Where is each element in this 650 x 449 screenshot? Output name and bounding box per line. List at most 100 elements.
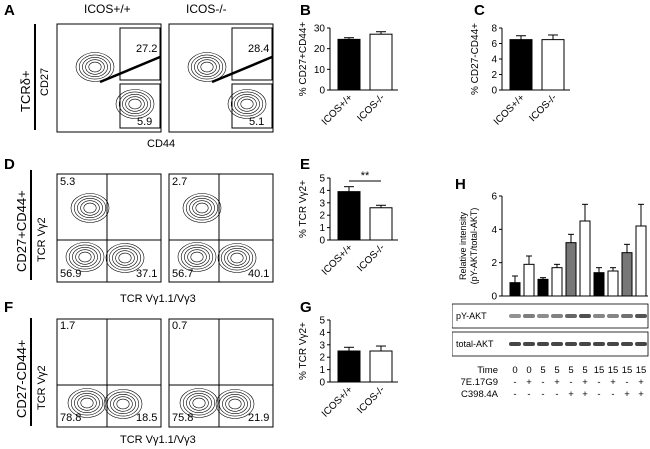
panel-h: 0 2 4 6 Relative intensity (pY-AKT/total-AKT)…	[452, 192, 649, 400]
flow-panel-d	[56, 173, 274, 283]
row-label-f: CD27-CD44+	[14, 339, 29, 418]
blot-band	[593, 342, 605, 346]
f-ylabel: TCR Vγ2	[36, 365, 48, 410]
panel-letter-f: F	[4, 299, 14, 316]
contour-cluster	[75, 52, 115, 82]
quadrant-value: 56.7	[172, 268, 194, 280]
blot-band	[523, 342, 535, 346]
condition-cell: 5	[568, 365, 573, 376]
y-tick-label: 8	[491, 24, 497, 35]
quadrant-value: 37.1	[136, 268, 158, 280]
y-tick-label: 2	[319, 353, 325, 364]
y-tick-label: 0	[319, 378, 325, 389]
row-label-tcrd: TCRδ+	[18, 70, 33, 112]
row-label-d: CD27+CD44+	[14, 190, 29, 272]
y-axis-label: Relative intensity	[458, 211, 468, 280]
condition-cell: +	[582, 377, 588, 388]
row-bracket-f	[30, 318, 32, 426]
genotype-label-ko: ICOS-/-	[186, 2, 227, 16]
blot-band	[635, 314, 647, 318]
bar	[565, 242, 577, 297]
condition-row-label: C398.4A	[461, 389, 499, 400]
contour-cluster	[103, 389, 143, 419]
y-axis-label: % TCR Vγ2+	[298, 180, 309, 238]
y-tick-label: 0	[319, 236, 325, 247]
flow-plot-f-wt	[56, 318, 162, 428]
bar	[369, 33, 393, 91]
x-tick-label: ICOS-/-	[355, 242, 387, 274]
bar	[541, 39, 565, 91]
quadrant-value: 2.7	[172, 176, 188, 188]
x-tick-label: ICOS-/-	[355, 384, 387, 416]
blot-band	[523, 314, 535, 318]
bar	[337, 350, 361, 383]
bar	[337, 38, 361, 91]
flow-plot-d-ko	[168, 173, 274, 283]
panel-letter-c: C	[474, 2, 485, 19]
panel-letter-h: H	[455, 176, 466, 193]
quadrant-value: 1.7	[60, 320, 76, 332]
panel-letter-d: D	[4, 156, 15, 173]
condition-cell: -	[541, 389, 544, 400]
bar	[337, 191, 361, 241]
bar-chart-e: 0 12 345 % TCR Vγ2+ ICOS+/+ ICOS-/- **	[298, 170, 398, 278]
condition-cell: -	[625, 377, 628, 388]
condition-cell: +	[568, 389, 574, 400]
contour-cluster	[115, 89, 155, 119]
quadrant-value: 21.9	[248, 412, 270, 424]
flow-plot-a-ko	[168, 23, 274, 133]
a-ylabel: CD27	[39, 67, 51, 96]
panel-letter-a: A	[4, 2, 15, 19]
y-tick-label: 10	[314, 65, 326, 76]
condition-cell: +	[526, 377, 532, 388]
y-axis-label: % TCR Vγ2+	[298, 322, 309, 380]
flow-plot-d-wt	[56, 173, 162, 283]
condition-cell: -	[611, 389, 614, 400]
y-tick-label: 0	[319, 86, 325, 97]
bar	[607, 270, 619, 297]
y-tick-label: 3	[319, 198, 325, 209]
condition-cell: 0	[526, 365, 531, 376]
row-bracket-a	[34, 24, 36, 130]
quadrant-value: 0.7	[172, 320, 188, 332]
condition-cell: 15	[636, 365, 647, 376]
condition-row-label: 7E.17G9	[461, 377, 499, 388]
blot-band	[551, 314, 563, 318]
bar	[635, 225, 647, 297]
y-tick-label: 6	[491, 192, 497, 203]
y-tick-label: 0	[491, 86, 497, 97]
d-ylabel: TCR Vγ2	[36, 217, 48, 262]
y-tick-label: 4	[491, 55, 497, 66]
blot-band	[509, 314, 521, 318]
blot-band	[537, 342, 549, 346]
condition-cell: +	[554, 377, 560, 388]
condition-cell: -	[597, 389, 600, 400]
y-tick-label: 0	[491, 292, 497, 303]
contour-cluster	[179, 388, 219, 418]
contour-cluster	[105, 243, 145, 273]
condition-cell: -	[597, 377, 600, 388]
bar-chart-b: 0 10 20 30 % CD27+CD44+ ICOS+/+ ICOS-/-	[298, 22, 398, 128]
flow-plot-a-wt	[56, 23, 162, 133]
blot-band	[635, 342, 647, 346]
quadrant-value: 75.8	[172, 412, 194, 424]
gate-value: 5.9	[137, 116, 153, 128]
condition-cell: 15	[608, 365, 619, 376]
x-tick-label: ICOS-/-	[527, 92, 559, 124]
significance-label: **	[361, 170, 370, 182]
contour-cluster	[187, 52, 227, 82]
contour-cluster	[217, 243, 257, 273]
bar	[621, 252, 633, 297]
a-xlabel: CD44	[147, 138, 176, 150]
x-tick-label: ICOS+/+	[492, 92, 527, 127]
quadrant-value: 5.3	[60, 176, 76, 188]
x-tick-label: ICOS+/+	[320, 242, 355, 277]
flow-panel-f	[56, 318, 274, 428]
blot-band	[579, 342, 591, 346]
gate-value: 5.1	[249, 116, 265, 128]
bar	[593, 272, 605, 297]
panel-letter-e: E	[300, 156, 311, 173]
blot-band	[621, 342, 633, 346]
condition-cell: -	[569, 377, 572, 388]
panel-letter-b: B	[300, 2, 311, 19]
